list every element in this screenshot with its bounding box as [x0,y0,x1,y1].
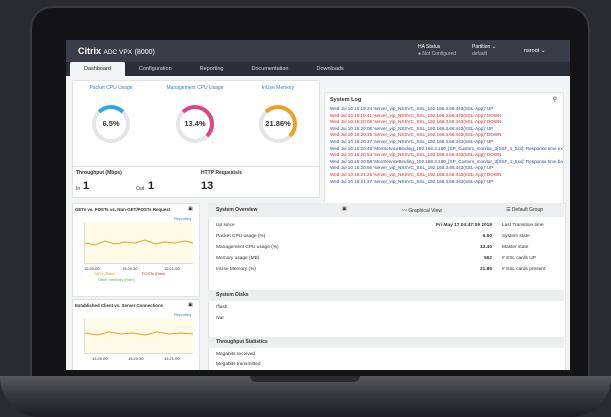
tp-stats-title: Throughput Statistics [216,339,268,345]
connections-tick-3: 15:21:00 [164,356,180,361]
overview-right-key: # SSL cards present [502,267,546,272]
overview-header [208,203,564,217]
gauge-value-memory: 21.86% [265,119,291,128]
gauge-title-memory: InUse Memory [261,85,295,91]
gauge-title-packet-cpu: Packet CPU Usage [89,85,133,91]
legend-posts: POSTs (Rate) [142,272,166,276]
gauge-mgmt-cpu [176,105,214,143]
connections-graph-title: Established Client vs. Server Connection… [75,303,164,308]
overview-value: 6.50 [482,234,492,239]
screen: Citrix ADC VPX (8000) HA Status ● Not Con… [66,40,570,370]
requests-chart [84,223,194,264]
gauge-title-mgmt-cpu: Management CPU Usage [166,85,224,91]
log-line: Wed Jul 10 15:20:56 'server_vip_NSSVC_SS… [330,165,494,171]
requests-reporting-link[interactable]: Reporting [174,216,192,221]
requests-tick-3: 15:21:00 [164,266,180,271]
tab-configuration[interactable]: Configuration [138,66,172,72]
log-line: Wed Jul 10 15:20:35 'server_vip_NSSVC_SS… [330,132,502,138]
connections-tick-2: 15:20:30 [128,356,144,361]
legend-other: Other methods (Rate) [98,278,135,282]
overview-right-key: Last Transition time [502,223,544,228]
tab-dashboard[interactable]: Dashboard [70,62,125,76]
out-value: 1 [148,180,155,192]
connections-chart-svg [84,331,194,336]
overview-key: Management CPU usage (%) [216,245,279,250]
overview-value: Fri May 17 04:47:09 2019 [435,223,492,228]
log-lines: Wed Jul 10 15:19:24 'server_vip_NSSVC_SS… [325,106,563,185]
connections-series-line [84,331,194,336]
overview-key: InUse Memory (%) [216,267,256,272]
disk-var: /var [216,316,224,321]
ha-status[interactable]: HA Status ● Not Configured [418,44,457,57]
out-label: Out [136,186,145,192]
throughput-panel [72,166,320,198]
throughput-title: Throughput (Mbps) [76,170,122,176]
top-bar: Citrix ADC VPX (8000) HA Status ● Not Con… [66,40,570,62]
log-line: Wed Jul 10 15:21:25 'server_vip_NSSVC_SS… [330,171,502,177]
log-line: Wed Jul 10 15:20:54 'server_vip_NSSVC_SS… [330,152,502,158]
search-icon[interactable]: ⚲ [552,97,557,103]
log-line: Wed Jul 10 15:20:49 'MonServiceBinding_1… [330,145,563,151]
laptop-base [0,376,611,417]
default-group-button[interactable]: ☰ Default Group [506,207,544,213]
requests-graph-title: GETs vs. POSTs vs. Non-GET/POSTs Request [75,207,171,212]
log-line: Wed Jul 10 15:20:58 'MonServiceBinding_1… [330,158,563,164]
disks-title: System Disks [216,292,249,298]
overview-value: 13.40 [479,245,492,250]
overview-value: 562 [483,256,492,261]
nav-tabs: Dashboard Configuration Reporting Docume… [66,62,570,76]
expand-icon-2[interactable]: ▣ [188,302,193,308]
overview-key: Packet CPU usage (%) [216,234,266,239]
http-value: 13 [201,180,214,192]
overview-title: System Overview [216,207,258,213]
gets-series-line [84,239,194,246]
overview-right-key: Master state [502,245,529,250]
tab-downloads[interactable]: Downloads [316,66,344,72]
disks-header [208,290,564,301]
legend-gets: GETs (Rate) [94,272,115,276]
gauge-packet-cpu [92,105,130,143]
overview-right-key: # SSL cards UP [502,256,536,261]
overview-value: 21.86 [479,267,492,272]
tp-header [208,337,564,348]
gauge-memory [259,105,297,143]
brand-title: Citrix ADC VPX (8000) [78,46,155,56]
log-line: Wed Jul 10 15:19:41 'server_vip_NSSVC_SS… [330,112,502,118]
disk-flash: /flash [216,305,228,310]
connections-chart [84,319,194,354]
tab-reporting[interactable]: Reporting [199,66,224,72]
graphical-view-button[interactable]: 〰 Graphical View [402,208,442,214]
log-line: Wed Jul 10 15:21:27 'server_vip_NSSVC_SS… [330,178,494,184]
connections-reporting-link[interactable]: Reporting [174,312,192,317]
tab-documentation[interactable]: Documentation [251,66,289,72]
log-line: Wed Jul 10 15:20:37 'server_vip_NSSVC_SS… [330,138,494,144]
system-log-title: System Log [330,97,362,103]
overview-key: Up since [216,223,235,228]
overview-right-key: System state [502,234,530,239]
http-title: HTTP Requests/s [201,170,243,176]
overview-key: Memory usage (MB) [216,256,260,261]
log-line: Wed Jul 10 15:19:24 'server_vip_NSSVC_SS… [330,106,494,111]
partition-selector[interactable]: Partition ⌄ default [472,44,496,57]
expand-icon[interactable]: ▣ [188,206,193,212]
overview-expand-icon[interactable]: ▣ [342,206,347,212]
log-line: Wed Jul 10 15:20:08 'server_vip_NSSVC_SS… [330,119,502,125]
laptop-notch [250,376,360,382]
requests-chart-svg [84,239,194,246]
requests-tick-2: 15:20:30 [122,266,138,271]
gauge-value-packet-cpu: 6.5% [102,119,120,128]
tp-received: Megabits received [216,352,255,357]
tp-transmitted: Megabits transmitted [216,362,261,367]
connections-tick-1: 15:20:00 [92,356,108,361]
log-line: Wed Jul 10 15:20:08 'server_vip_NSSVC_SS… [330,125,494,131]
in-label: In [76,186,81,192]
user-menu[interactable]: nsroot ⌄ [524,48,546,54]
system-log-panel: System Log ⚲ Wed Jul 10 15:19:24 'server… [324,92,564,206]
requests-tick-1: 15:20:00 [84,266,100,271]
in-value: 1 [83,180,90,192]
gauge-value-mgmt-cpu: 13.4% [184,119,206,128]
